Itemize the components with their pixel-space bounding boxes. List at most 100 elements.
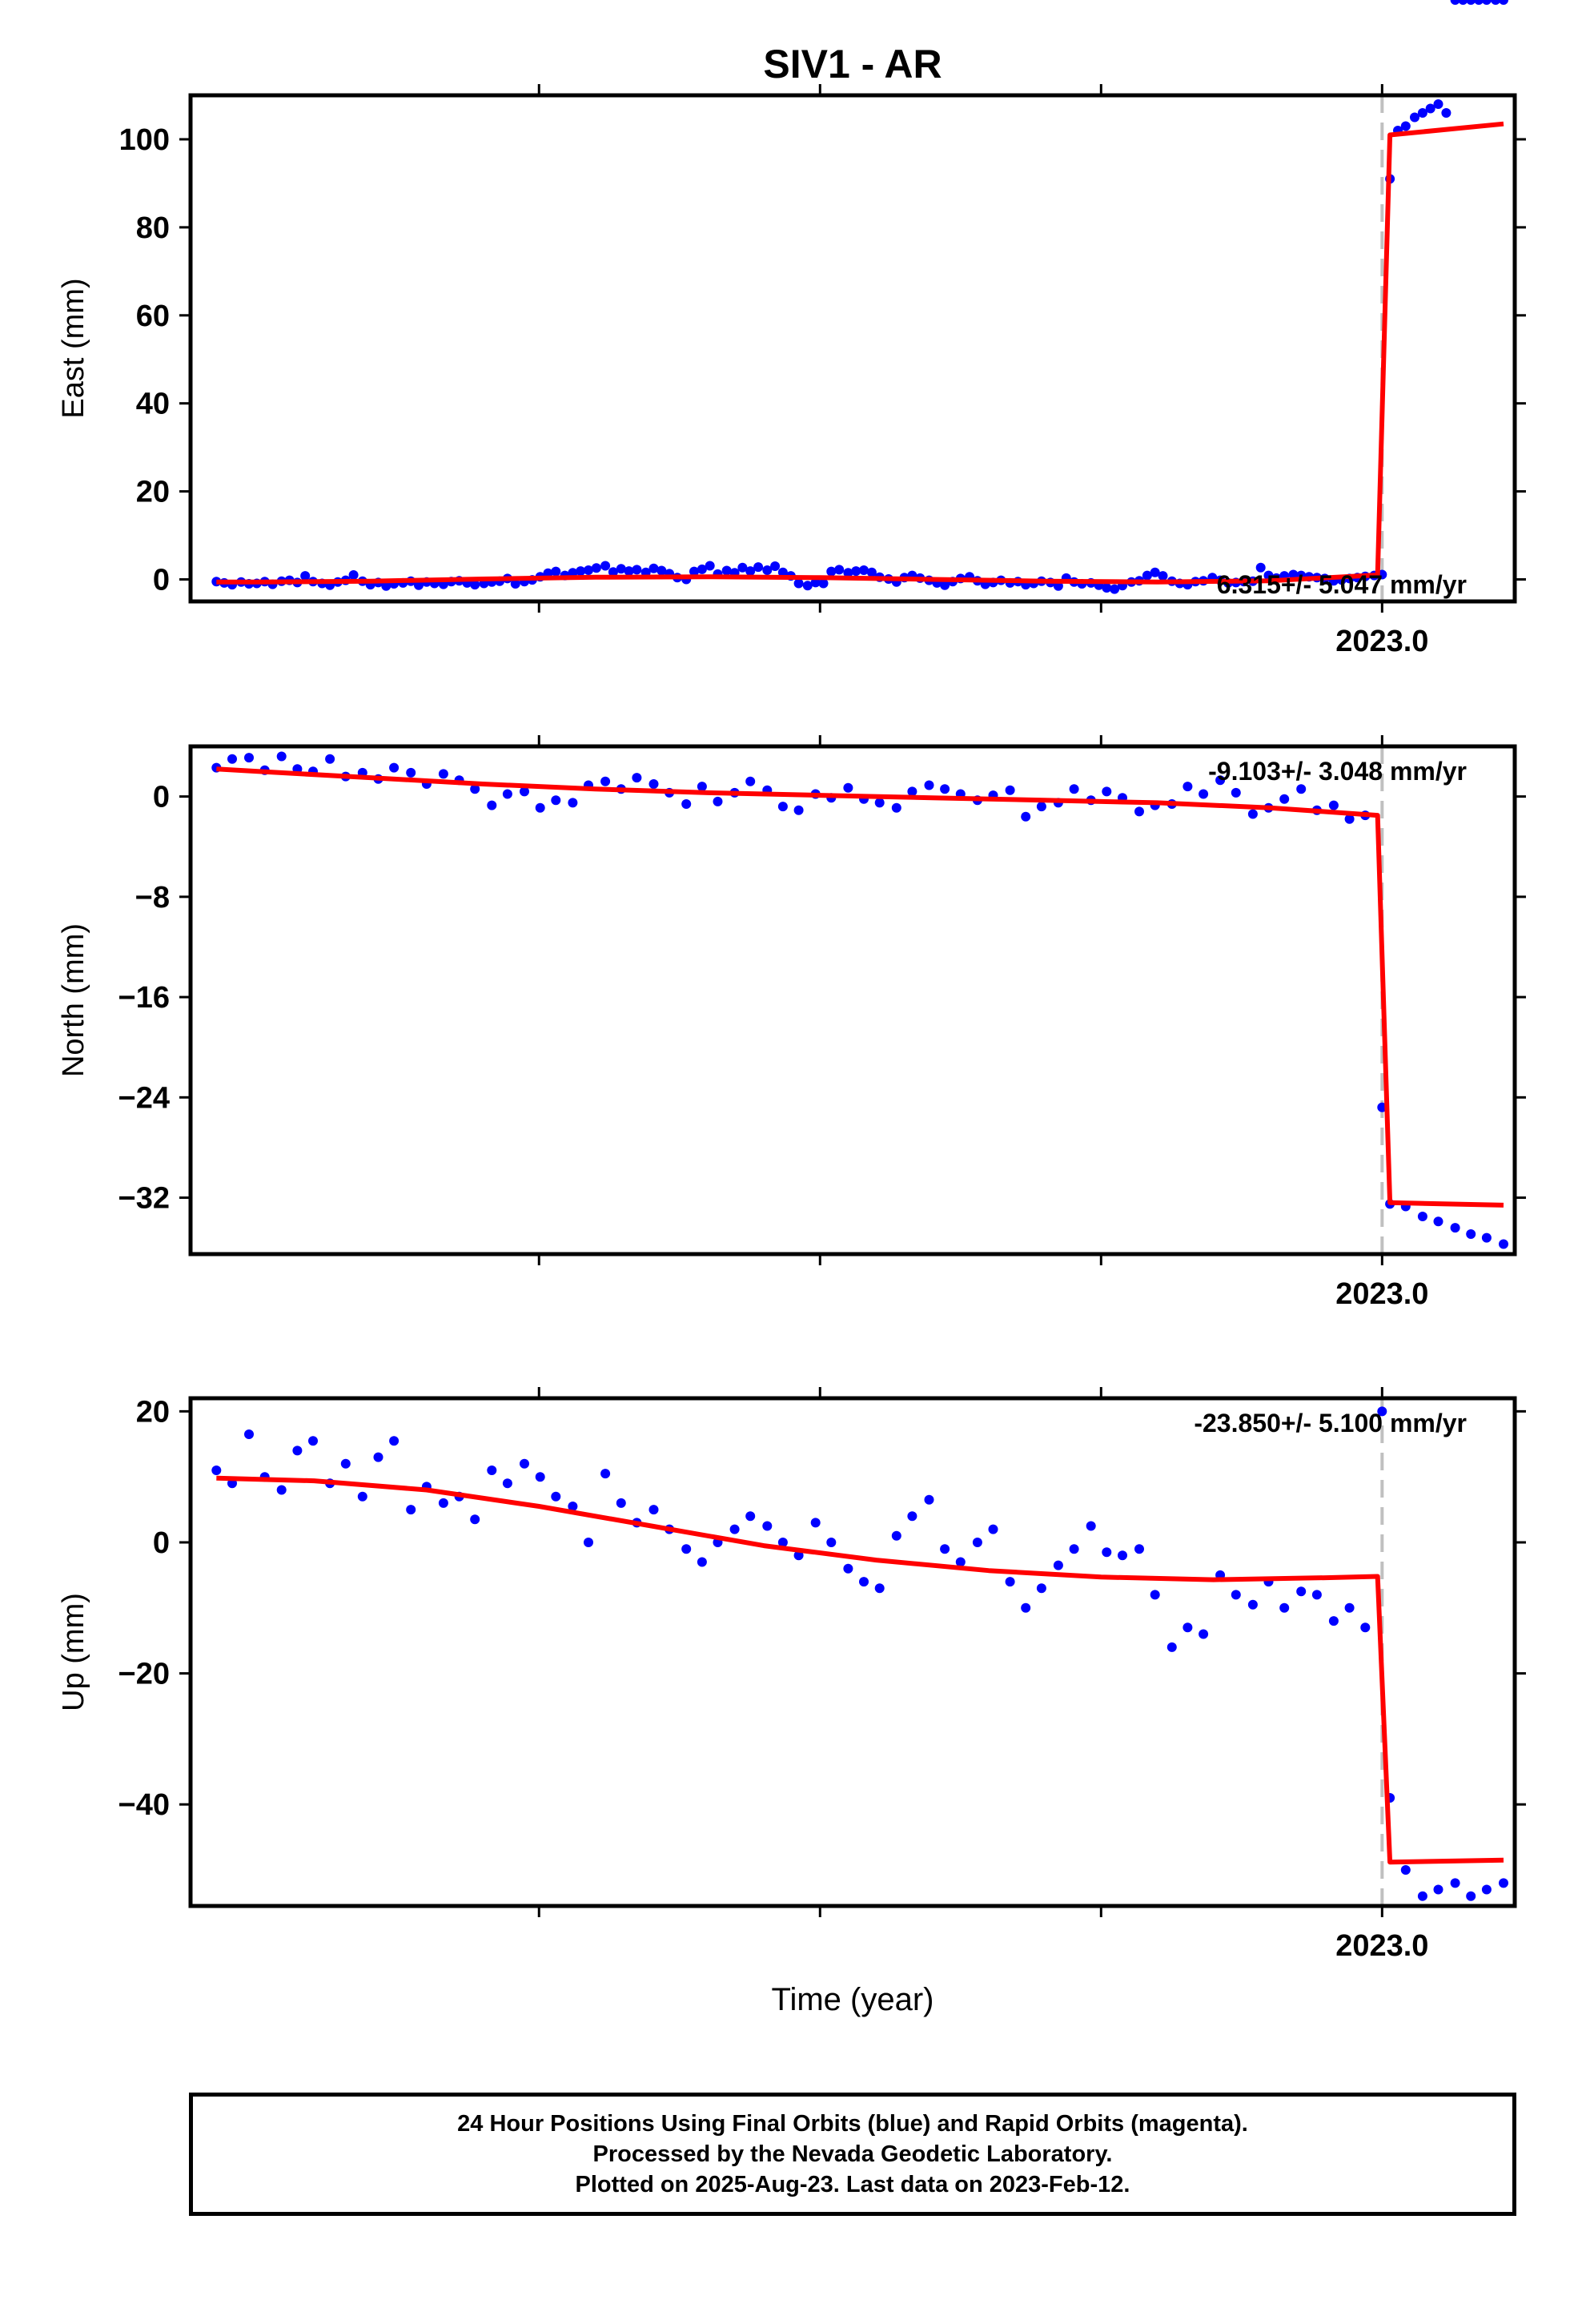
east-data-point bbox=[616, 564, 626, 574]
north-data-point bbox=[1499, 1239, 1508, 1249]
up-data-point bbox=[1182, 1622, 1193, 1633]
east-data-point bbox=[1433, 99, 1443, 109]
north-data-point bbox=[568, 798, 578, 808]
east-data-point bbox=[1400, 121, 1411, 131]
y-tick-label: −24 bbox=[118, 1081, 170, 1115]
up-data-point bbox=[1377, 1406, 1387, 1417]
north-data-point bbox=[276, 751, 287, 762]
east-data-point bbox=[1410, 112, 1419, 123]
north-data-point bbox=[843, 782, 853, 793]
east-data-point bbox=[802, 581, 813, 591]
y-tick-label: 0 bbox=[153, 781, 170, 814]
north-data-point bbox=[907, 786, 917, 797]
footer-box: 24 Hour Positions Using Final Orbits (bl… bbox=[189, 2093, 1516, 2216]
north-data-point bbox=[1134, 806, 1144, 817]
y-tick-label: −16 bbox=[118, 981, 170, 1015]
north-data-point bbox=[1466, 1229, 1476, 1239]
north-data-point bbox=[487, 800, 497, 810]
east-data-point bbox=[940, 580, 950, 590]
east-data-point bbox=[1417, 108, 1427, 118]
east-plot-frame bbox=[188, 93, 1517, 604]
up-data-point bbox=[1279, 1602, 1290, 1613]
up-data-point bbox=[955, 1557, 966, 1567]
up-data-point bbox=[535, 1472, 545, 1482]
up-data-point bbox=[891, 1530, 901, 1541]
east-data-point bbox=[1425, 103, 1435, 114]
up-data-point bbox=[1247, 1599, 1258, 1610]
up-data-point bbox=[1400, 1865, 1411, 1875]
up-data-point bbox=[1499, 1878, 1508, 1888]
up-data-point bbox=[762, 1521, 773, 1531]
north-data-point bbox=[1328, 800, 1339, 810]
east-data-point bbox=[624, 566, 634, 577]
east-data-point bbox=[1481, 0, 1492, 5]
north-data-point bbox=[551, 795, 561, 806]
north-data-point bbox=[389, 762, 400, 773]
up-data-point bbox=[584, 1538, 593, 1547]
up-data-point bbox=[438, 1498, 448, 1508]
y-tick-label: 0 bbox=[153, 1526, 170, 1560]
east-data-point bbox=[826, 566, 837, 577]
chart-title: SIV1 - AR bbox=[763, 42, 942, 86]
east-data-point bbox=[793, 578, 804, 589]
north-data-point bbox=[1069, 784, 1079, 794]
up-data-point bbox=[681, 1544, 692, 1554]
east-rate-label: 6.315+/- 5.047 mm/yr bbox=[1217, 570, 1467, 599]
up-data-point bbox=[843, 1563, 853, 1574]
north-data-point bbox=[1296, 784, 1307, 794]
east-data-point bbox=[1491, 0, 1501, 5]
up-rate-label: -23.850+/- 5.100 mm/yr bbox=[1194, 1409, 1467, 1437]
north-data-point bbox=[1021, 811, 1031, 822]
up-data-point bbox=[1199, 1629, 1209, 1639]
up-data-point bbox=[1021, 1602, 1031, 1613]
east-data-point bbox=[648, 563, 659, 573]
north-data-point bbox=[600, 776, 611, 786]
x-tick-label: 2023.0 bbox=[1335, 1929, 1428, 1963]
north-data-point bbox=[1215, 775, 1226, 786]
north-data-point bbox=[793, 805, 804, 815]
up-data-point bbox=[244, 1429, 254, 1439]
up-data-point bbox=[340, 1458, 351, 1469]
east-data-point bbox=[851, 566, 861, 577]
up-data-point bbox=[1166, 1642, 1177, 1652]
east-data-point bbox=[600, 561, 611, 571]
north-data-point bbox=[777, 802, 788, 812]
up-data-point bbox=[292, 1445, 303, 1456]
east-data-point bbox=[843, 568, 853, 578]
north-rate-label: -9.103+/- 3.048 mm/yr bbox=[1208, 757, 1467, 786]
up-data-point bbox=[874, 1583, 885, 1594]
north-data-point bbox=[697, 782, 707, 792]
north-data-point bbox=[406, 767, 416, 778]
north-data-point bbox=[1279, 794, 1290, 804]
north-data-point bbox=[1036, 802, 1046, 812]
up-data-point bbox=[487, 1466, 497, 1475]
up-data-point bbox=[1344, 1602, 1355, 1613]
east-fit-line bbox=[216, 121, 1504, 585]
up-data-point bbox=[1481, 1884, 1492, 1895]
north-data-point bbox=[874, 798, 885, 808]
up-data-point bbox=[1053, 1560, 1063, 1570]
east-data-point bbox=[591, 563, 601, 573]
up-data-point bbox=[1086, 1521, 1096, 1531]
east-data-point bbox=[1450, 0, 1460, 5]
north-data-point bbox=[1417, 1212, 1427, 1221]
up-data-point bbox=[520, 1458, 529, 1469]
up-data-point bbox=[1296, 1586, 1307, 1597]
east-data-point bbox=[866, 567, 877, 577]
north-panel: 0 −8 −16 −24 −32 2023.0 North (mm) -9.103+/- 3.… bbox=[57, 735, 1526, 1311]
north-data-point bbox=[535, 802, 545, 813]
east-data-point bbox=[510, 579, 520, 589]
east-data-point bbox=[834, 565, 845, 575]
x-tick-label: 2023.0 bbox=[1335, 625, 1428, 658]
up-data-point bbox=[470, 1514, 480, 1525]
up-data-point bbox=[1069, 1544, 1079, 1554]
up-data-point bbox=[988, 1524, 998, 1534]
up-data-point bbox=[793, 1550, 804, 1561]
north-data-point bbox=[1231, 787, 1241, 798]
north-data-point bbox=[1182, 782, 1193, 792]
up-fit-line bbox=[216, 1475, 1504, 1865]
up-data-point bbox=[1450, 1878, 1460, 1888]
east-data-point bbox=[762, 565, 773, 575]
up-data-point bbox=[276, 1485, 287, 1495]
